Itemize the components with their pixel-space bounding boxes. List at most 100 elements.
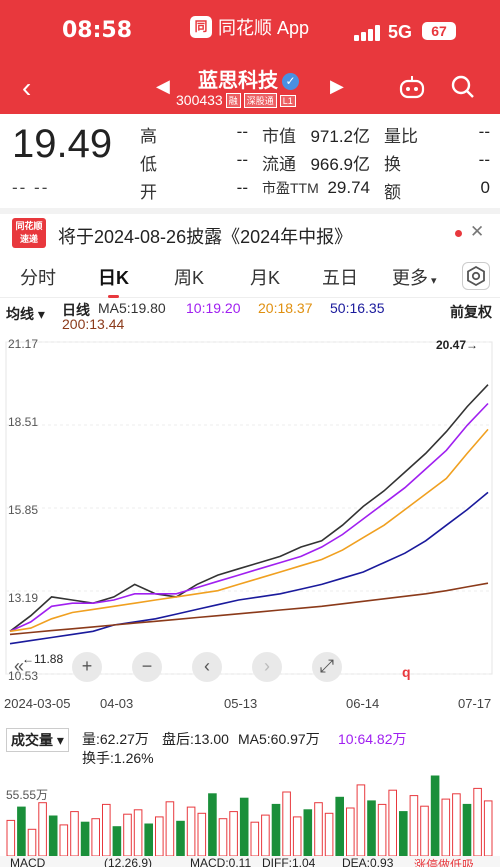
volume-bar — [251, 822, 259, 856]
volume-bar — [421, 806, 429, 856]
vol-ma5-value: MA5:60.97万 — [238, 729, 320, 749]
back-icon[interactable]: ‹ — [22, 72, 31, 104]
volume-bar — [368, 801, 376, 856]
volume-axis-label: 55.55万 — [6, 786, 48, 803]
adjust-mode[interactable]: 前复权 — [450, 302, 492, 322]
volume-bar — [410, 796, 418, 856]
value-turnover: -- — [430, 150, 490, 170]
volume-bar — [156, 817, 164, 856]
series-line-ma10 — [10, 404, 488, 632]
stock-header: ‹ ◀ 蓝思科技 ✓ 300433 融深股通 L1 ▶ — [0, 62, 500, 114]
dea-value: DEA:0.93 — [342, 856, 393, 867]
label-open: 开 — [140, 178, 157, 203]
volume-chart[interactable]: 55.55万 — [0, 768, 500, 858]
tab-weekly-k[interactable]: 周K — [174, 264, 204, 290]
volume-bar — [347, 808, 355, 856]
value-high: -- — [188, 122, 248, 142]
search-icon[interactable] — [450, 74, 476, 100]
tag-margin: 融 — [226, 93, 241, 108]
value-open: -- — [188, 178, 248, 198]
volume-bar — [103, 804, 111, 856]
tab-intraday[interactable]: 分时 — [20, 264, 56, 290]
macd-params: (12,26,9) — [104, 856, 152, 867]
network-type: 5G — [388, 22, 412, 43]
volume-bar — [283, 792, 291, 856]
volume-selector[interactable]: 成交量 ▾ — [6, 728, 69, 752]
tab-daily-k[interactable]: 日K — [98, 264, 129, 290]
diff-value: DIFF:1.04 — [262, 856, 315, 867]
label-volume-ratio: 量比 — [384, 122, 418, 147]
macd-selector[interactable]: MACD — [10, 856, 45, 867]
label-high: 高 — [140, 122, 157, 147]
ma-legend: 均线 ▾ 日线 MA5:19.80 10:19.20 20:18.37 50:1… — [0, 298, 500, 334]
current-price: 19.49 — [12, 122, 112, 167]
stock-code: 300433 融深股通 L1 — [176, 92, 296, 108]
volume-bar — [262, 815, 270, 856]
volume-bar — [177, 821, 185, 856]
news-badge: 同花顺 速递 — [12, 218, 46, 248]
volume-bar — [187, 807, 195, 856]
tab-five-day[interactable]: 五日 — [322, 264, 358, 290]
assistant-robot-icon[interactable] — [398, 74, 426, 100]
kline-chart[interactable]: 21.17 18.51 15.85 13.19 10.53 20.47→ ←11… — [0, 334, 500, 734]
announcement-banner[interactable]: 同花顺 速递 将于2024-08-26披露《2024年中报》 ✕ — [0, 208, 500, 248]
macd-value: MACD:0.11 — [190, 856, 251, 867]
close-icon[interactable]: ✕ — [470, 222, 484, 242]
stock-name: 蓝思科技 ✓ — [198, 64, 299, 93]
next-stock-icon[interactable]: ▶ — [330, 76, 344, 97]
volume-bar — [431, 776, 439, 856]
volume-bar — [442, 799, 450, 856]
volume-bar — [39, 803, 47, 856]
x-axis-label: 2024-03-05 — [4, 696, 71, 711]
indicator-selector[interactable]: 均线 ▾ — [6, 304, 45, 324]
app-logo-icon: 同 — [190, 16, 212, 38]
volume-bar — [219, 819, 227, 856]
volume-bar — [293, 817, 301, 856]
ma20-value: 20:18.37 — [258, 300, 313, 316]
tag-connect: 深股通 — [244, 93, 277, 108]
volume-header: 成交量 ▾ 量:62.27万 盘后:13.00 MA5:60.97万 10:64… — [0, 724, 500, 770]
volume-bar — [304, 810, 312, 856]
prev-stock-icon[interactable]: ◀ — [156, 76, 170, 97]
label-turnover: 换 — [384, 150, 401, 175]
zoom-out-button[interactable]: − — [132, 652, 162, 682]
ma5-value: MA5:19.80 — [98, 300, 166, 316]
value-pe: 29.74 — [310, 178, 370, 198]
next-candle-button[interactable]: › — [252, 652, 282, 682]
event-marker[interactable]: q — [402, 664, 411, 680]
macd-hint[interactable]: 涨停做低吸 — [414, 856, 474, 867]
label-market-cap: 市值 — [262, 122, 296, 147]
volume-bar — [49, 816, 57, 856]
zoom-in-button[interactable]: + — [72, 652, 102, 682]
tab-monthly-k[interactable]: 月K — [250, 264, 280, 290]
volume-bar — [400, 812, 408, 856]
vol-ma10-value: 10:64.82万 — [338, 729, 407, 749]
volume-bar — [18, 807, 26, 856]
value-volume-ratio: -- — [430, 122, 490, 142]
app-indicator: 同 同花顺 App — [190, 14, 309, 40]
period-tabs: 分时 日K 周K 月K 五日 更多 ▾ — [0, 254, 500, 298]
settings-icon[interactable] — [462, 262, 490, 290]
x-axis-label: 07-17 — [458, 696, 491, 711]
value-market-cap: 971.2亿 — [310, 122, 370, 147]
volume-bar — [124, 814, 132, 856]
volume-bar — [389, 790, 397, 856]
volume-bar — [315, 803, 323, 856]
battery-icon: 67 — [422, 22, 456, 40]
volume-bar — [474, 788, 482, 856]
x-axis-label: 04-03 — [100, 696, 133, 711]
status-bar: 08:58 同 同花顺 App 5G 67 — [0, 0, 500, 62]
volume-bar — [92, 819, 100, 856]
volume-bar — [453, 794, 461, 856]
volume-bar — [166, 802, 174, 856]
volume-bar — [357, 785, 365, 856]
scroll-left-icon[interactable]: « — [4, 652, 34, 682]
volume-bar — [145, 824, 153, 856]
x-axis-label: 06-14 — [346, 696, 379, 711]
y-axis-label: 15.85 — [8, 503, 38, 517]
fullscreen-button[interactable]: ⤢ — [312, 652, 342, 682]
prev-candle-button[interactable]: ‹ — [192, 652, 222, 682]
value-low: -- — [188, 150, 248, 170]
app-name: 同花顺 App — [218, 14, 309, 40]
tab-more[interactable]: 更多 ▾ — [392, 264, 437, 290]
